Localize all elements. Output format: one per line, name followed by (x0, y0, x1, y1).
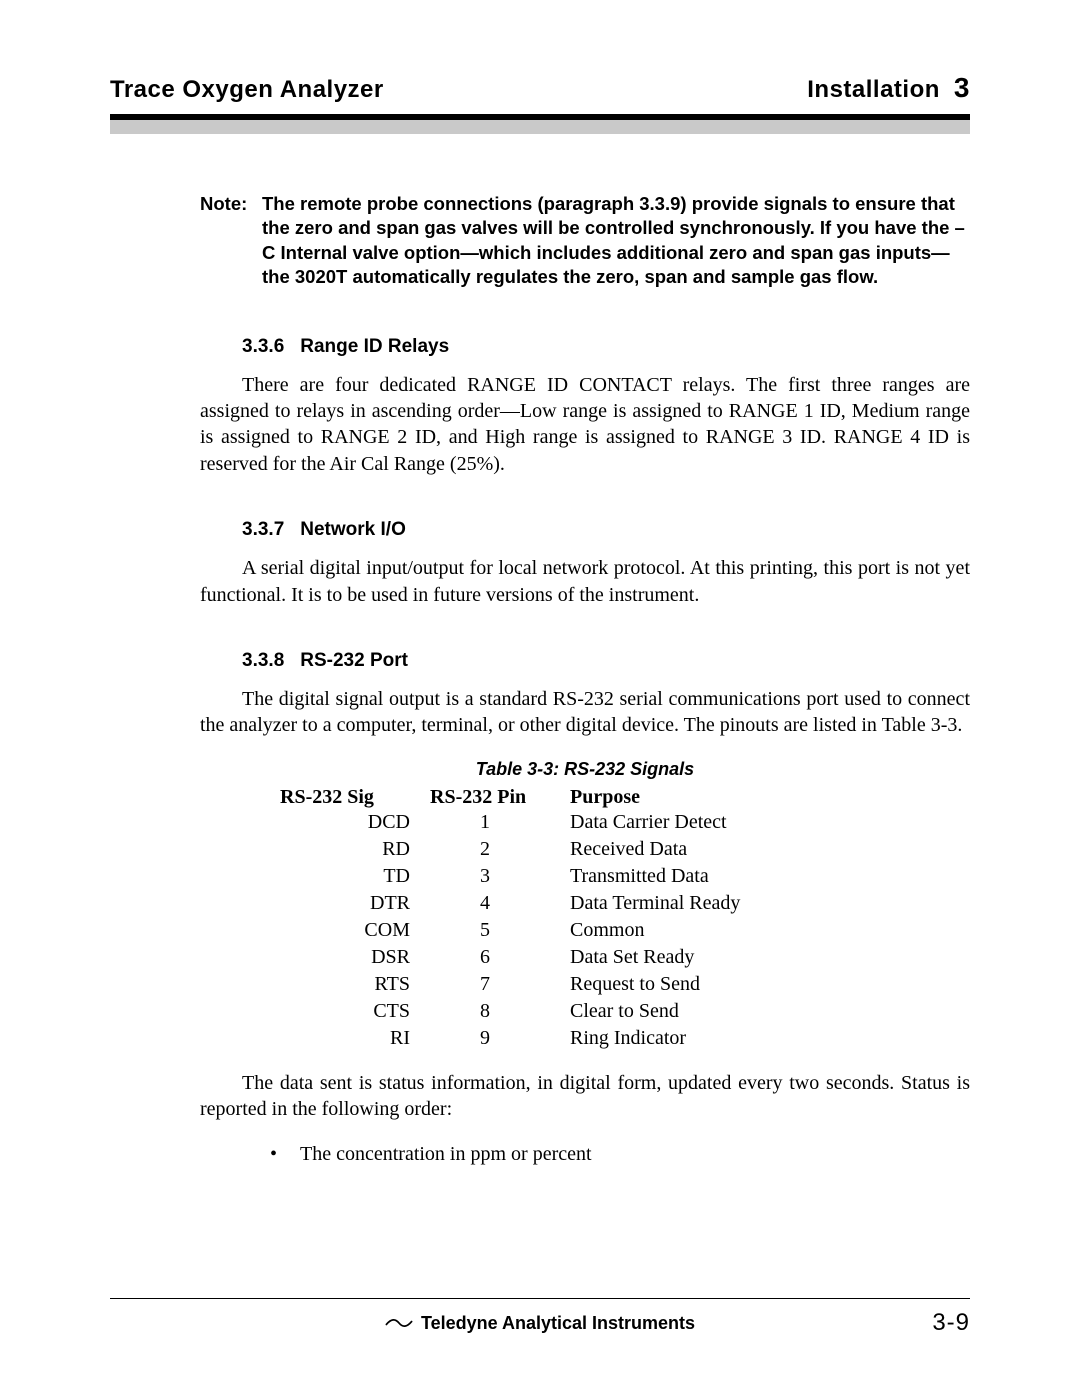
teledyne-logo-icon (385, 1316, 413, 1330)
cell-sig: COM (280, 917, 430, 944)
table-row: DSR 6 Data Set Ready (280, 944, 840, 971)
cell-purpose: Data Carrier Detect (570, 809, 840, 836)
cell-purpose: Data Set Ready (570, 944, 840, 971)
section-heading-range-id-relays: 3.3.6 Range ID Relays (242, 336, 970, 358)
note-block: Note: The remote probe connections (para… (200, 192, 970, 290)
footer-rule (110, 1298, 970, 1300)
table-header-purpose: Purpose (570, 786, 840, 809)
section-number: 3.3.8 (242, 650, 284, 672)
bullet-text: The concentration in ppm or percent (300, 1143, 592, 1166)
table-caption: Table 3-3: RS-232 Signals (200, 759, 970, 780)
table-header-sig: RS-232 Sig (280, 786, 430, 809)
cell-purpose: Received Data (570, 836, 840, 863)
header-section-number: 3 (954, 72, 970, 104)
note-label: Note: (200, 192, 262, 290)
table-row: RD 2 Received Data (280, 836, 840, 863)
footer-brand: Teledyne Analytical Instruments (110, 1313, 970, 1334)
table-header-pin: RS-232 Pin (430, 786, 570, 809)
cell-sig: CTS (280, 998, 430, 1025)
cell-pin: 3 (430, 863, 570, 890)
table-row: DTR 4 Data Terminal Ready (280, 890, 840, 917)
section-title: Network I/O (300, 519, 406, 541)
bullet-dot-icon: • (270, 1143, 300, 1166)
footer-row: Teledyne Analytical Instruments 3-9 (110, 1309, 970, 1337)
note-text: The remote probe connections (paragraph … (262, 192, 970, 290)
cell-pin: 8 (430, 998, 570, 1025)
cell-sig: DSR (280, 944, 430, 971)
header-rule (110, 114, 970, 134)
cell-purpose: Ring Indicator (570, 1025, 840, 1052)
footer-page-number: 3-9 (932, 1309, 970, 1337)
rs232-signals-table: RS-232 Sig RS-232 Pin Purpose DCD 1 Data… (280, 786, 840, 1052)
cell-purpose: Clear to Send (570, 998, 840, 1025)
body-paragraph: The data sent is status information, in … (200, 1070, 970, 1123)
header-left: Trace Oxygen Analyzer (110, 76, 384, 104)
cell-sig: RD (280, 836, 430, 863)
section-title: Range ID Relays (300, 336, 449, 358)
header-right: Installation 3 (807, 72, 970, 104)
table-row: TD 3 Transmitted Data (280, 863, 840, 890)
cell-purpose: Transmitted Data (570, 863, 840, 890)
cell-pin: 2 (430, 836, 570, 863)
body-paragraph: The digital signal output is a standard … (200, 686, 970, 739)
table-header-row: RS-232 Sig RS-232 Pin Purpose (280, 786, 840, 809)
cell-sig: RI (280, 1025, 430, 1052)
page: Trace Oxygen Analyzer Installation 3 Not… (0, 0, 1080, 1397)
section-title: RS-232 Port (300, 650, 408, 672)
page-footer: Teledyne Analytical Instruments 3-9 (110, 1298, 970, 1338)
cell-purpose: Common (570, 917, 840, 944)
cell-sig: TD (280, 863, 430, 890)
section-heading-network-io: 3.3.7 Network I/O (242, 519, 970, 541)
section-number: 3.3.6 (242, 336, 284, 358)
section-number: 3.3.7 (242, 519, 284, 541)
rule-grey (110, 120, 970, 134)
cell-pin: 9 (430, 1025, 570, 1052)
cell-pin: 4 (430, 890, 570, 917)
cell-pin: 6 (430, 944, 570, 971)
cell-pin: 7 (430, 971, 570, 998)
cell-pin: 1 (430, 809, 570, 836)
cell-sig: DTR (280, 890, 430, 917)
body-paragraph: There are four dedicated RANGE ID CONTAC… (200, 372, 970, 478)
table-row: COM 5 Common (280, 917, 840, 944)
bullet-item: • The concentration in ppm or percent (270, 1143, 970, 1166)
body-paragraph: A serial digital input/output for local … (200, 555, 970, 608)
page-header: Trace Oxygen Analyzer Installation 3 (110, 72, 970, 104)
section-heading-rs232-port: 3.3.8 RS-232 Port (242, 650, 970, 672)
footer-brand-text: Teledyne Analytical Instruments (421, 1313, 695, 1334)
table-row: CTS 8 Clear to Send (280, 998, 840, 1025)
table-row: DCD 1 Data Carrier Detect (280, 809, 840, 836)
cell-pin: 5 (430, 917, 570, 944)
cell-sig: RTS (280, 971, 430, 998)
cell-purpose: Data Terminal Ready (570, 890, 840, 917)
header-section-label: Installation (807, 76, 940, 104)
content-area: Note: The remote probe connections (para… (200, 192, 970, 1166)
table-row: RI 9 Ring Indicator (280, 1025, 840, 1052)
table-row: RTS 7 Request to Send (280, 971, 840, 998)
cell-purpose: Request to Send (570, 971, 840, 998)
cell-sig: DCD (280, 809, 430, 836)
